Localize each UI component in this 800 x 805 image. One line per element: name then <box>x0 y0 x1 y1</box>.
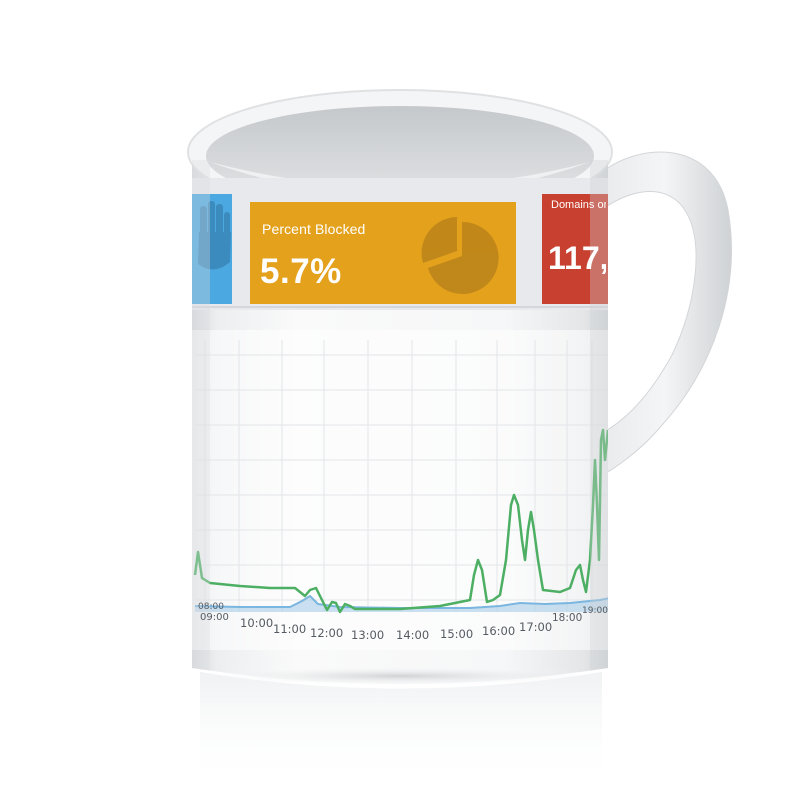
x-tick-label: 13:00 <box>351 628 385 642</box>
total-queries-series-line <box>193 428 608 614</box>
x-tick-label: 08:00 <box>198 602 224 612</box>
mug-shadow <box>185 666 615 686</box>
domains-on-blocklist-card <box>542 194 608 304</box>
chart-panel <box>192 330 608 650</box>
mug-reflection <box>200 672 602 790</box>
blocked-series-area <box>195 596 608 612</box>
x-tick-label: 17:00 <box>519 620 553 634</box>
mug-handle <box>597 151 732 479</box>
hand-icon <box>198 201 231 270</box>
x-tick-label: 16:00 <box>482 624 516 638</box>
x-tick-label: 15:00 <box>440 627 474 641</box>
percent-blocked-value: 5.7% <box>260 252 342 291</box>
x-tick-label: 14:00 <box>396 628 430 642</box>
chart-grid <box>195 340 608 612</box>
x-tick-label: 10:00 <box>240 616 274 630</box>
pie-chart-icon <box>421 217 499 294</box>
domains-on-blocklist-value: 117,16 <box>548 240 606 276</box>
x-tick-label: 12:00 <box>310 626 344 640</box>
x-tick-label: 11:00 <box>273 622 307 636</box>
x-tick-label: 18:00 <box>552 612 583 624</box>
x-tick-label: 19:00 <box>582 606 608 616</box>
x-tick-label: 09:00 <box>200 612 229 623</box>
domains-on-blocklist-label: Domains on Blo <box>551 199 606 211</box>
percent-blocked-label: Percent Blocked <box>262 221 366 237</box>
